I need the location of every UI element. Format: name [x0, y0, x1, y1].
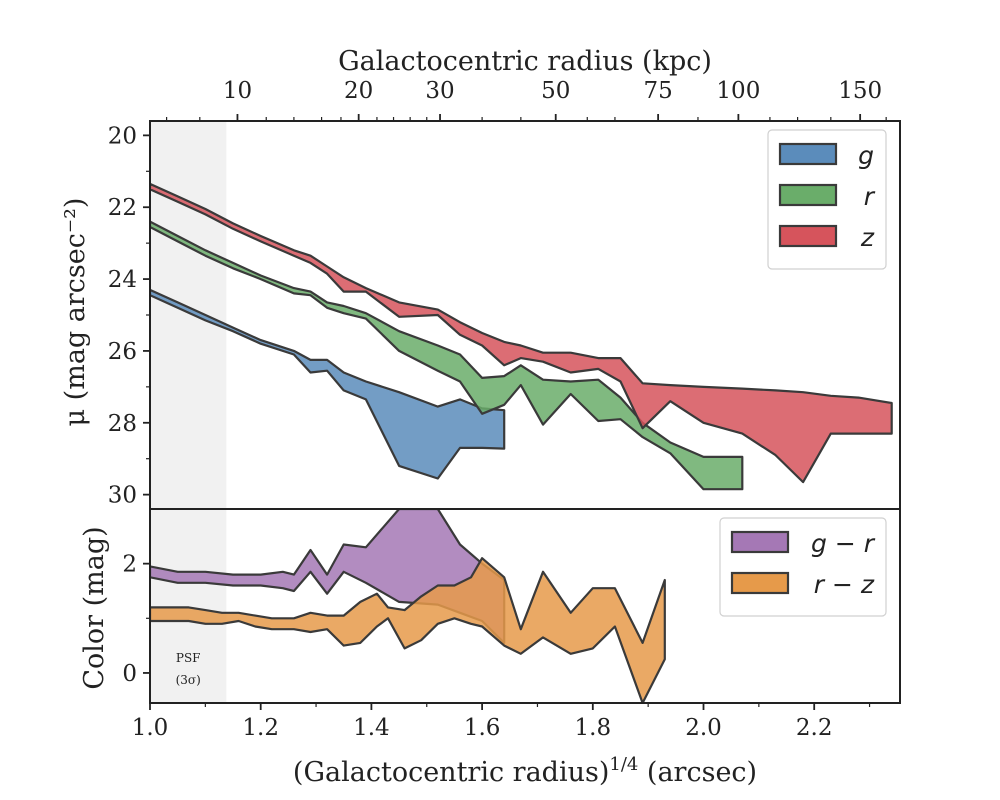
legend-label: r [864, 182, 876, 211]
bottom-panel-frame [149, 508, 901, 704]
y-tick-label: 24 [108, 267, 137, 293]
band-r-z-color [150, 557, 666, 703]
x-axis-title: (Galactocentric radius)1/4 (arcsec) [293, 754, 757, 788]
y-tick-label: 22 [108, 195, 137, 221]
color-legend: g − r r − z [719, 517, 887, 617]
y-tick-label: 30 [108, 483, 137, 509]
top-y-ticks: 20 22 24 26 28 30 [108, 123, 150, 509]
band-r-mu [150, 220, 744, 491]
psf-region-bottom [150, 509, 227, 703]
legend-swatch [778, 183, 838, 207]
x-tick-label: 1.2 [242, 715, 279, 741]
band-z-mu [150, 182, 893, 484]
psf-label-line1: PSF [176, 651, 201, 665]
x-tick-label: 1.0 [132, 715, 169, 741]
legend-swatch [778, 142, 838, 166]
surface-brightness-bands [150, 182, 893, 491]
kpc-tick-label: 75 [643, 78, 672, 104]
x-tick-label: 1.4 [353, 715, 390, 741]
kpc-tick-label: 20 [344, 78, 373, 104]
bottom-y-ticks: 02 [122, 552, 150, 687]
y-tick-label: 20 [108, 123, 137, 149]
legend-label: z [860, 223, 875, 252]
top-minor-ticks [166, 117, 887, 121]
mu-axis-title: μ (mag arcsec⁻²) [60, 198, 91, 427]
color-tick-label: 0 [122, 661, 137, 687]
kpc-axis-title: Galactocentric radius (kpc) [338, 46, 712, 77]
x-tick-label: 2.0 [685, 715, 722, 741]
psf-label-line2: (3σ) [176, 673, 201, 687]
x-tick-label: 1.8 [575, 715, 612, 741]
y-tick-label: 26 [108, 339, 137, 365]
legend-label: r − z [814, 570, 875, 599]
legend-swatch [778, 224, 838, 248]
surface-brightness-legend: grz [767, 129, 887, 270]
kpc-tick-label: 10 [223, 78, 252, 104]
psf-region-top [150, 121, 227, 509]
x-tick-label: 1.6 [464, 715, 501, 741]
x-tick-label: 2.2 [796, 715, 833, 741]
color-axis-title: Color (mag) [79, 526, 110, 689]
kpc-tick-label: 150 [838, 78, 882, 104]
legend-swatch [730, 530, 790, 554]
legend-label: g − r [811, 529, 876, 558]
y-tick-label: 28 [108, 411, 137, 437]
kpc-tick-label: 50 [541, 78, 570, 104]
legend-swatch [730, 571, 790, 595]
kpc-tick-label: 100 [716, 78, 760, 104]
color-tick-label: 2 [122, 552, 137, 578]
color-panel: 02 1.0 1.2 1.4 1.6 1.8 2.0 2.2 PSF (3σ) Color … [79, 508, 901, 788]
color-bands [150, 509, 666, 703]
bottom-x-ticks: 1.0 1.2 1.4 1.6 1.8 2.0 2.2 [132, 703, 871, 741]
kpc-tick-label: 30 [425, 78, 454, 104]
band-g-mu [150, 288, 506, 480]
kpc-ticks: 10 20 30 50 75 100 150 [223, 78, 882, 121]
legend-label: g [858, 141, 874, 170]
